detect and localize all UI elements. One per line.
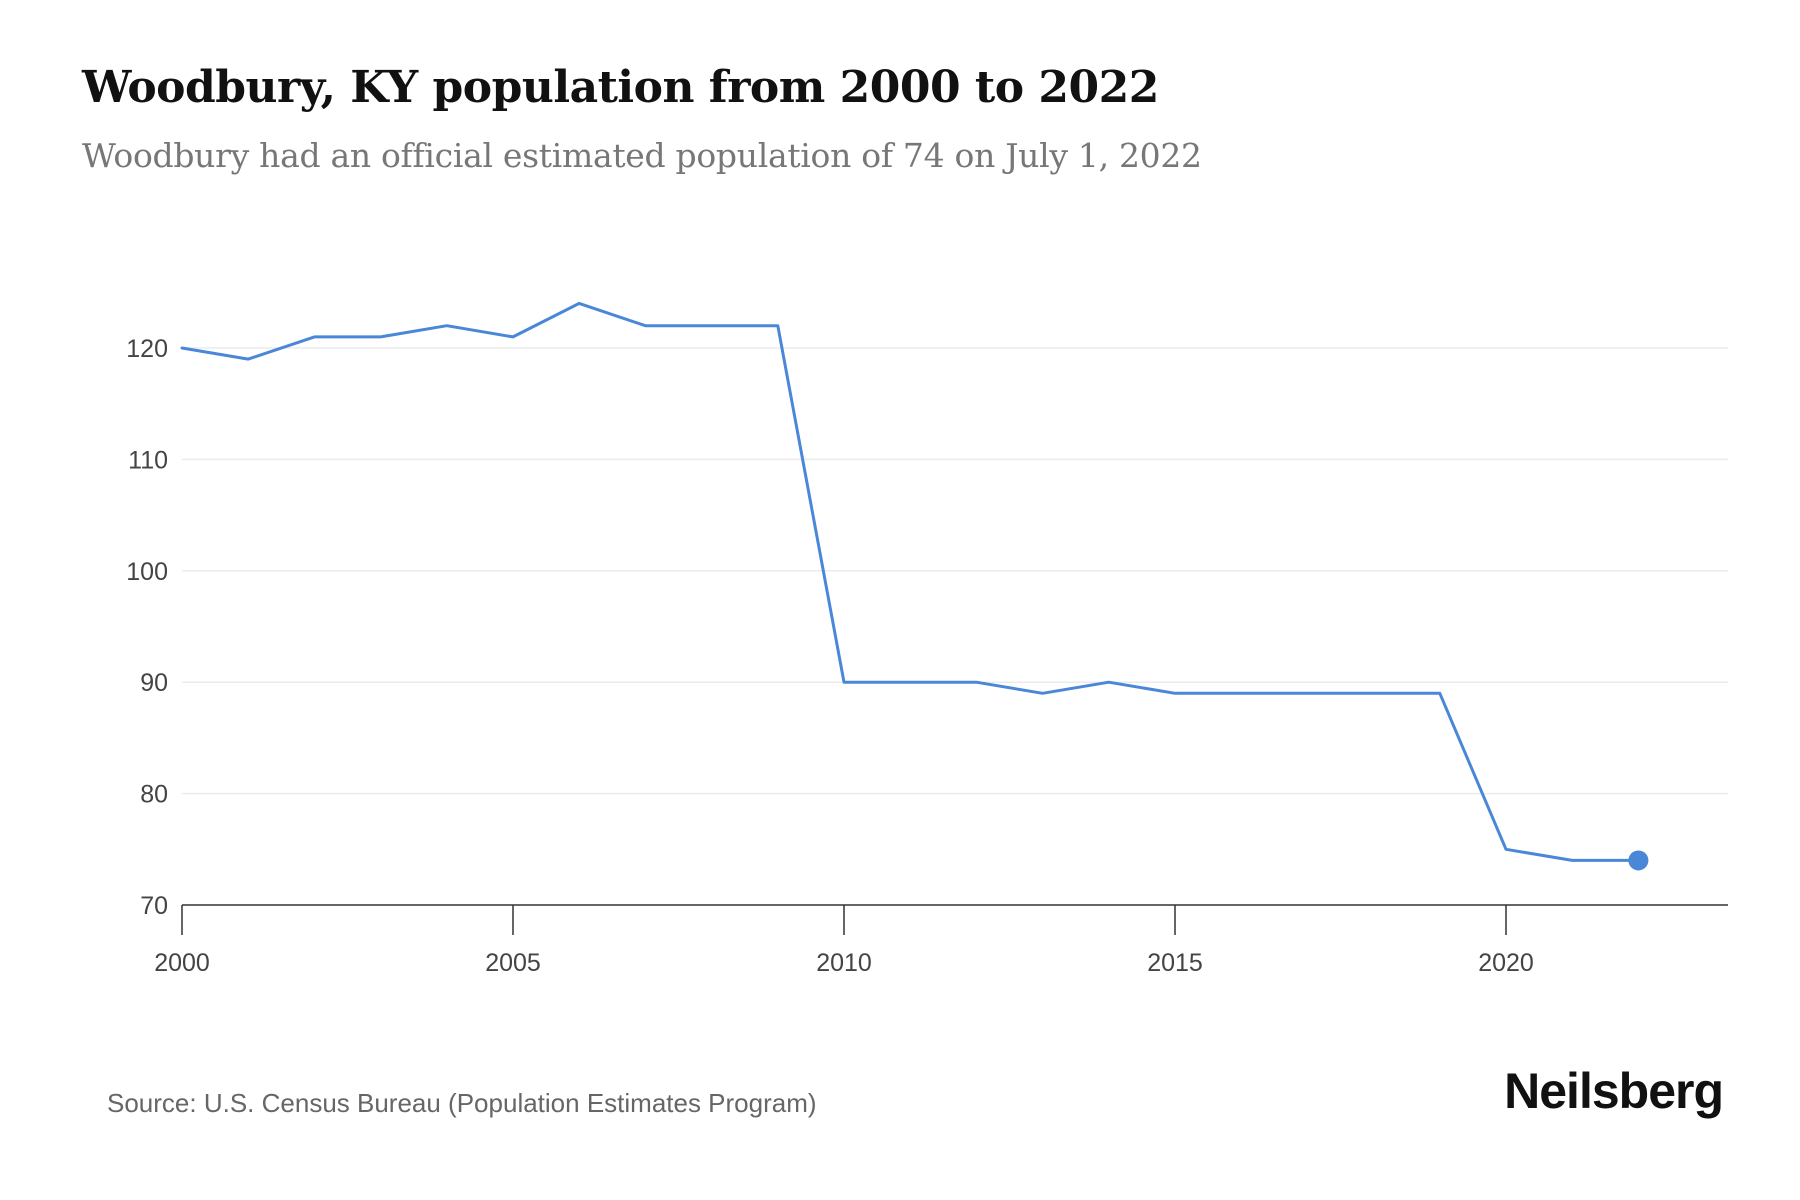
data-point-2018	[1372, 691, 1376, 695]
data-point-2016	[1239, 691, 1243, 695]
y-tick-label-70: 70	[140, 892, 168, 920]
y-tick-label-80: 80	[140, 781, 168, 809]
grid-lines	[182, 347, 1728, 795]
data-point-2019	[1438, 691, 1442, 695]
data-point-2007	[643, 324, 647, 328]
population-line-chart: 70 80 90 100 110 120 2000 2005 2010 2015 2020	[126, 301, 1728, 977]
data-point-2003	[379, 335, 383, 339]
data-point-2002	[312, 335, 316, 339]
y-tick-label-100: 100	[126, 558, 168, 586]
data-point-2012	[974, 680, 978, 684]
neilsberg-logo: Neilsberg	[1504, 1063, 1724, 1119]
data-point-2005	[511, 335, 515, 339]
x-tick-label-2015: 2015	[1147, 949, 1203, 977]
y-tick-label-110: 110	[128, 446, 168, 474]
data-point-2004	[445, 324, 449, 328]
data-point-2014	[1107, 680, 1111, 684]
x-axis-tick-labels: 2000 2005 2010 2015 2020	[154, 949, 1534, 977]
x-tick-label-2020: 2020	[1478, 949, 1534, 977]
x-tick-label-2000: 2000	[154, 949, 210, 977]
data-point-2008	[710, 324, 714, 328]
data-point-2011	[908, 680, 912, 684]
x-tick-label-2005: 2005	[485, 949, 541, 977]
data-point-2010	[842, 680, 846, 684]
data-point-2017	[1305, 691, 1309, 695]
data-point-2006	[577, 301, 581, 305]
last-point-marker	[1628, 850, 1649, 871]
population-line	[180, 301, 1640, 862]
chart-subtitle: Woodbury had an official estimated popul…	[82, 136, 1202, 175]
y-tick-label-90: 90	[140, 669, 168, 697]
data-point-2020	[1504, 847, 1508, 851]
data-point-2015	[1173, 691, 1177, 695]
y-axis-tick-labels: 70 80 90 100 110 120	[126, 335, 168, 920]
series-population	[180, 301, 1649, 871]
chart-title: Woodbury, KY population from 2000 to 202…	[82, 62, 1159, 113]
data-point-2013	[1041, 691, 1045, 695]
x-tick-label-2010: 2010	[816, 949, 872, 977]
data-point-2021	[1570, 858, 1574, 862]
data-point-2001	[246, 357, 250, 361]
data-point-2009	[776, 324, 780, 328]
y-tick-label-120: 120	[126, 335, 168, 363]
x-axis	[181, 904, 1728, 935]
data-point-2000	[180, 346, 184, 350]
source-note: Source: U.S. Census Bureau (Population E…	[107, 1088, 817, 1118]
